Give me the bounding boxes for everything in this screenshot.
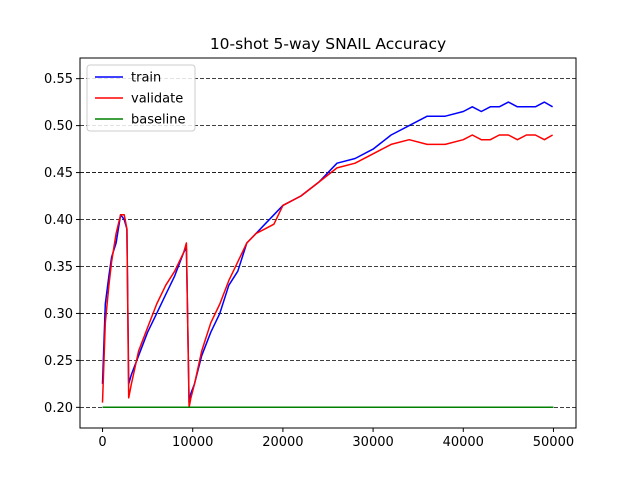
axes-frame xyxy=(79,57,577,429)
legend-label-train: train xyxy=(131,71,161,86)
legend-label-baseline: baseline xyxy=(131,113,185,128)
y-tick-label: 0.55 xyxy=(44,72,73,87)
x-tick-label: 30000 xyxy=(352,435,393,450)
y-tick-label: 0.25 xyxy=(44,354,73,369)
legend-box xyxy=(86,64,196,132)
y-tick-label: 0.30 xyxy=(44,307,73,322)
x-axis: 0 10000 20000 30000 40000 50000 xyxy=(98,428,574,450)
y-tick-label: 0.20 xyxy=(44,401,73,416)
legend-label-validate: validate xyxy=(131,92,183,107)
y-tick-label: 0.50 xyxy=(44,119,73,134)
x-tick-label: 40000 xyxy=(443,435,484,450)
x-tick-label: 0 xyxy=(98,435,106,450)
x-tick-label: 50000 xyxy=(533,435,574,450)
x-tick-label: 20000 xyxy=(262,435,303,450)
x-tick-label: 10000 xyxy=(172,435,213,450)
y-tick-label: 0.40 xyxy=(44,213,73,228)
series-layer xyxy=(101,101,554,409)
series-line-validate xyxy=(101,134,553,409)
y-tick-label: 0.45 xyxy=(44,166,73,181)
legend: train validate baseline xyxy=(86,64,196,132)
y-axis: 0.20 0.25 0.30 0.35 0.40 0.45 0.50 0.55 xyxy=(44,72,80,416)
chart-title: 10-shot 5-way SNAIL Accuracy xyxy=(210,35,446,53)
y-tick-label: 0.35 xyxy=(44,260,73,275)
